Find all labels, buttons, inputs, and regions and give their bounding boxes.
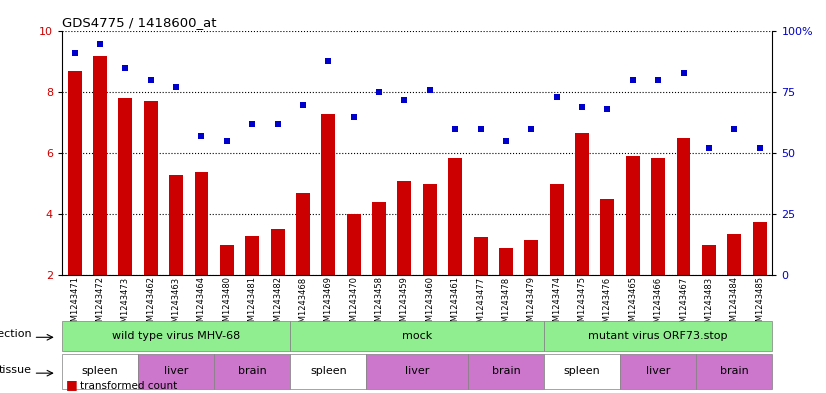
Point (550, 94, 563, 100)
Bar (271, 230, 285, 275)
Point (373, 89, 386, 95)
Bar (499, 248, 513, 275)
Point (423, 87, 436, 93)
Text: brain: brain (491, 366, 520, 376)
Bar (296, 193, 310, 275)
Point (347, 114, 360, 120)
Bar (62, 321, 290, 351)
Point (119, 65, 132, 71)
Bar (544, 354, 620, 389)
Point (221, 138, 234, 144)
Point (601, 106, 614, 112)
Text: brain: brain (720, 366, 748, 376)
Text: liver: liver (405, 366, 430, 376)
Point (728, 126, 741, 132)
Bar (549, 184, 563, 275)
Bar (138, 354, 214, 389)
Point (753, 145, 767, 152)
Text: infection: infection (0, 329, 31, 339)
Point (195, 133, 208, 140)
Bar (347, 214, 361, 275)
Bar (321, 114, 335, 275)
Point (398, 97, 411, 103)
Point (93, 40, 107, 47)
Point (626, 77, 639, 83)
Bar (290, 321, 544, 351)
Point (322, 57, 335, 64)
Text: wild type virus MHV-68: wild type virus MHV-68 (112, 331, 240, 341)
Bar (544, 321, 772, 351)
Text: ■: ■ (66, 390, 78, 393)
Point (169, 84, 183, 91)
Bar (752, 222, 767, 275)
Text: spleen: spleen (310, 366, 347, 376)
Point (525, 126, 538, 132)
Bar (290, 354, 367, 389)
Bar (601, 199, 615, 275)
Bar (118, 98, 132, 275)
Text: ■: ■ (66, 378, 78, 391)
Bar (93, 56, 107, 275)
Point (652, 77, 665, 83)
Point (144, 77, 157, 83)
Bar (696, 354, 772, 389)
Bar (169, 174, 183, 275)
Bar (144, 101, 158, 275)
Point (68, 50, 81, 57)
Point (576, 104, 589, 110)
Bar (397, 181, 411, 275)
Bar (423, 184, 437, 275)
Bar (525, 240, 539, 275)
Text: mutant virus ORF73.stop: mutant virus ORF73.stop (588, 331, 728, 341)
Bar (367, 354, 468, 389)
Point (449, 126, 462, 132)
Point (702, 145, 715, 152)
Point (676, 70, 690, 76)
Bar (626, 156, 640, 275)
Text: GDS4775 / 1418600_at: GDS4775 / 1418600_at (62, 16, 216, 29)
Bar (372, 202, 386, 275)
Text: spleen: spleen (563, 366, 601, 376)
Point (297, 101, 310, 108)
Bar (575, 134, 589, 275)
Bar (449, 158, 463, 275)
Text: transformed count: transformed count (80, 381, 178, 391)
Bar (220, 244, 234, 275)
Bar (651, 158, 665, 275)
Point (499, 138, 512, 144)
Bar (194, 171, 208, 275)
Bar (214, 354, 290, 389)
Bar (245, 235, 259, 275)
Text: tissue: tissue (0, 365, 31, 375)
Bar (468, 354, 544, 389)
Text: liver: liver (164, 366, 188, 376)
Point (245, 121, 259, 127)
Bar (702, 244, 716, 275)
Text: mock: mock (402, 331, 432, 341)
Bar (676, 138, 691, 275)
Point (474, 126, 487, 132)
Text: liver: liver (646, 366, 671, 376)
Bar (620, 354, 696, 389)
Text: brain: brain (238, 366, 267, 376)
Text: spleen: spleen (82, 366, 118, 376)
Point (271, 121, 284, 127)
Bar (727, 234, 741, 275)
Bar (62, 354, 138, 389)
Bar (68, 71, 82, 275)
Bar (473, 237, 487, 275)
